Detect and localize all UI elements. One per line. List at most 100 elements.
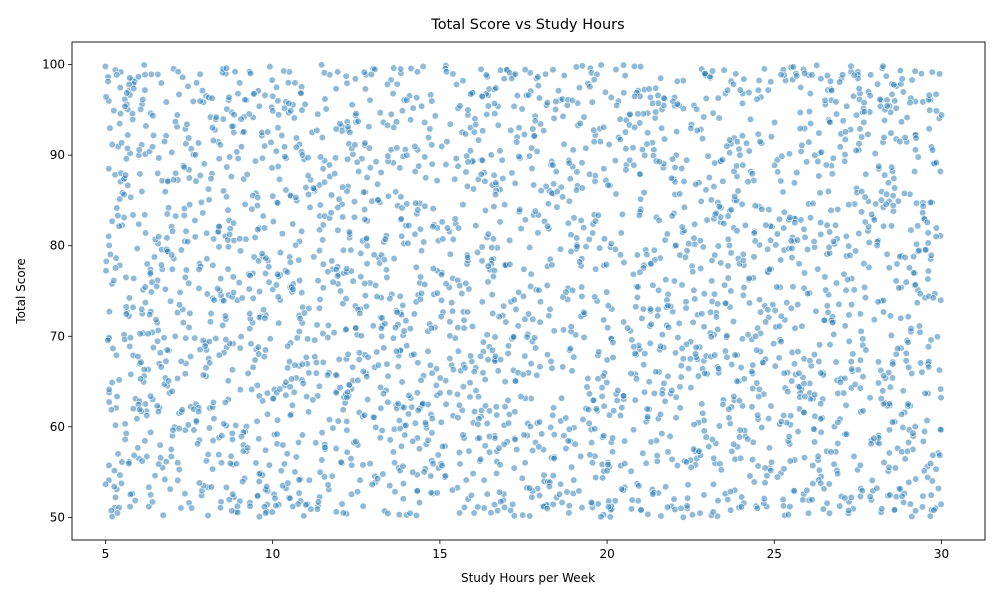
data-point: [493, 507, 502, 515]
data-point: [553, 187, 561, 196]
data-point: [395, 510, 403, 519]
data-point: [203, 255, 211, 263]
data-point: [785, 150, 794, 158]
data-point: [821, 96, 829, 105]
data-point: [316, 153, 325, 161]
data-point: [735, 145, 743, 153]
data-point: [314, 110, 322, 118]
data-point: [124, 181, 132, 189]
data-point: [121, 420, 129, 428]
data-point: [534, 81, 542, 90]
data-point: [925, 363, 933, 371]
data-point: [185, 323, 193, 332]
data-point: [363, 373, 371, 381]
data-point: [564, 219, 572, 227]
data-point: [155, 233, 163, 241]
data-point: [104, 336, 112, 344]
data-point: [362, 234, 371, 242]
data-point: [882, 200, 890, 208]
data-point: [355, 355, 363, 364]
data-point: [162, 98, 170, 106]
data-point: [389, 448, 397, 456]
data-point: [180, 163, 188, 171]
data-point: [724, 212, 732, 220]
data-point: [319, 284, 327, 292]
data-point: [810, 350, 818, 359]
data-point: [536, 120, 545, 128]
data-point: [373, 348, 381, 356]
data-point: [714, 496, 722, 505]
data-point: [291, 361, 299, 369]
data-point: [557, 480, 565, 488]
data-point: [343, 448, 351, 456]
data-point: [146, 392, 155, 400]
data-point: [342, 72, 350, 80]
data-point: [224, 377, 232, 385]
data-point: [565, 197, 574, 205]
data-point: [843, 102, 851, 110]
data-point: [808, 496, 816, 504]
data-point: [496, 488, 504, 496]
data-point: [312, 369, 320, 377]
data-point: [378, 332, 386, 341]
data-point: [679, 77, 687, 85]
data-point: [438, 462, 446, 470]
data-point: [696, 237, 704, 245]
data-point: [372, 281, 380, 290]
data-point: [478, 298, 486, 306]
data-point: [794, 300, 802, 309]
data-point: [487, 151, 495, 159]
data-point: [365, 123, 373, 131]
data-point: [210, 235, 218, 243]
data-point: [193, 79, 201, 87]
data-point: [912, 134, 920, 142]
data-point: [191, 151, 200, 159]
data-point: [540, 127, 548, 135]
data-point: [760, 65, 768, 73]
data-point: [495, 313, 503, 321]
data-point: [343, 155, 352, 163]
data-point: [866, 91, 874, 100]
data-point: [647, 260, 655, 268]
data-point: [255, 470, 263, 478]
data-point: [926, 512, 934, 520]
data-point: [141, 283, 149, 291]
data-point: [578, 62, 586, 70]
data-point: [433, 177, 441, 185]
data-point: [325, 415, 334, 424]
data-point: [748, 456, 757, 464]
data-point: [221, 312, 229, 320]
data-point: [880, 133, 888, 141]
data-point: [857, 327, 865, 335]
data-point: [784, 510, 792, 519]
data-point: [196, 346, 204, 354]
data-point: [314, 498, 323, 506]
data-point: [393, 144, 401, 152]
data-point: [800, 225, 808, 233]
data-point: [135, 146, 143, 154]
data-point: [664, 372, 672, 380]
data-point: [379, 390, 388, 398]
data-point: [927, 336, 935, 344]
data-point: [827, 206, 835, 215]
data-point: [919, 202, 927, 210]
data-point: [604, 324, 612, 332]
data-point: [438, 142, 446, 151]
data-point: [892, 277, 900, 285]
data-point: [336, 287, 345, 295]
data-point: [456, 460, 464, 468]
data-point: [690, 286, 698, 294]
data-point: [793, 72, 801, 80]
data-point: [767, 78, 775, 86]
data-point: [287, 375, 296, 383]
data-point: [543, 351, 552, 359]
data-point: [421, 118, 429, 127]
data-point: [899, 423, 907, 432]
data-point: [549, 411, 557, 419]
data-point: [536, 318, 544, 326]
data-point: [920, 427, 929, 436]
data-point: [472, 121, 480, 129]
data-point: [850, 452, 858, 461]
data-point: [501, 503, 509, 512]
y-tick-label: 60: [50, 420, 65, 434]
